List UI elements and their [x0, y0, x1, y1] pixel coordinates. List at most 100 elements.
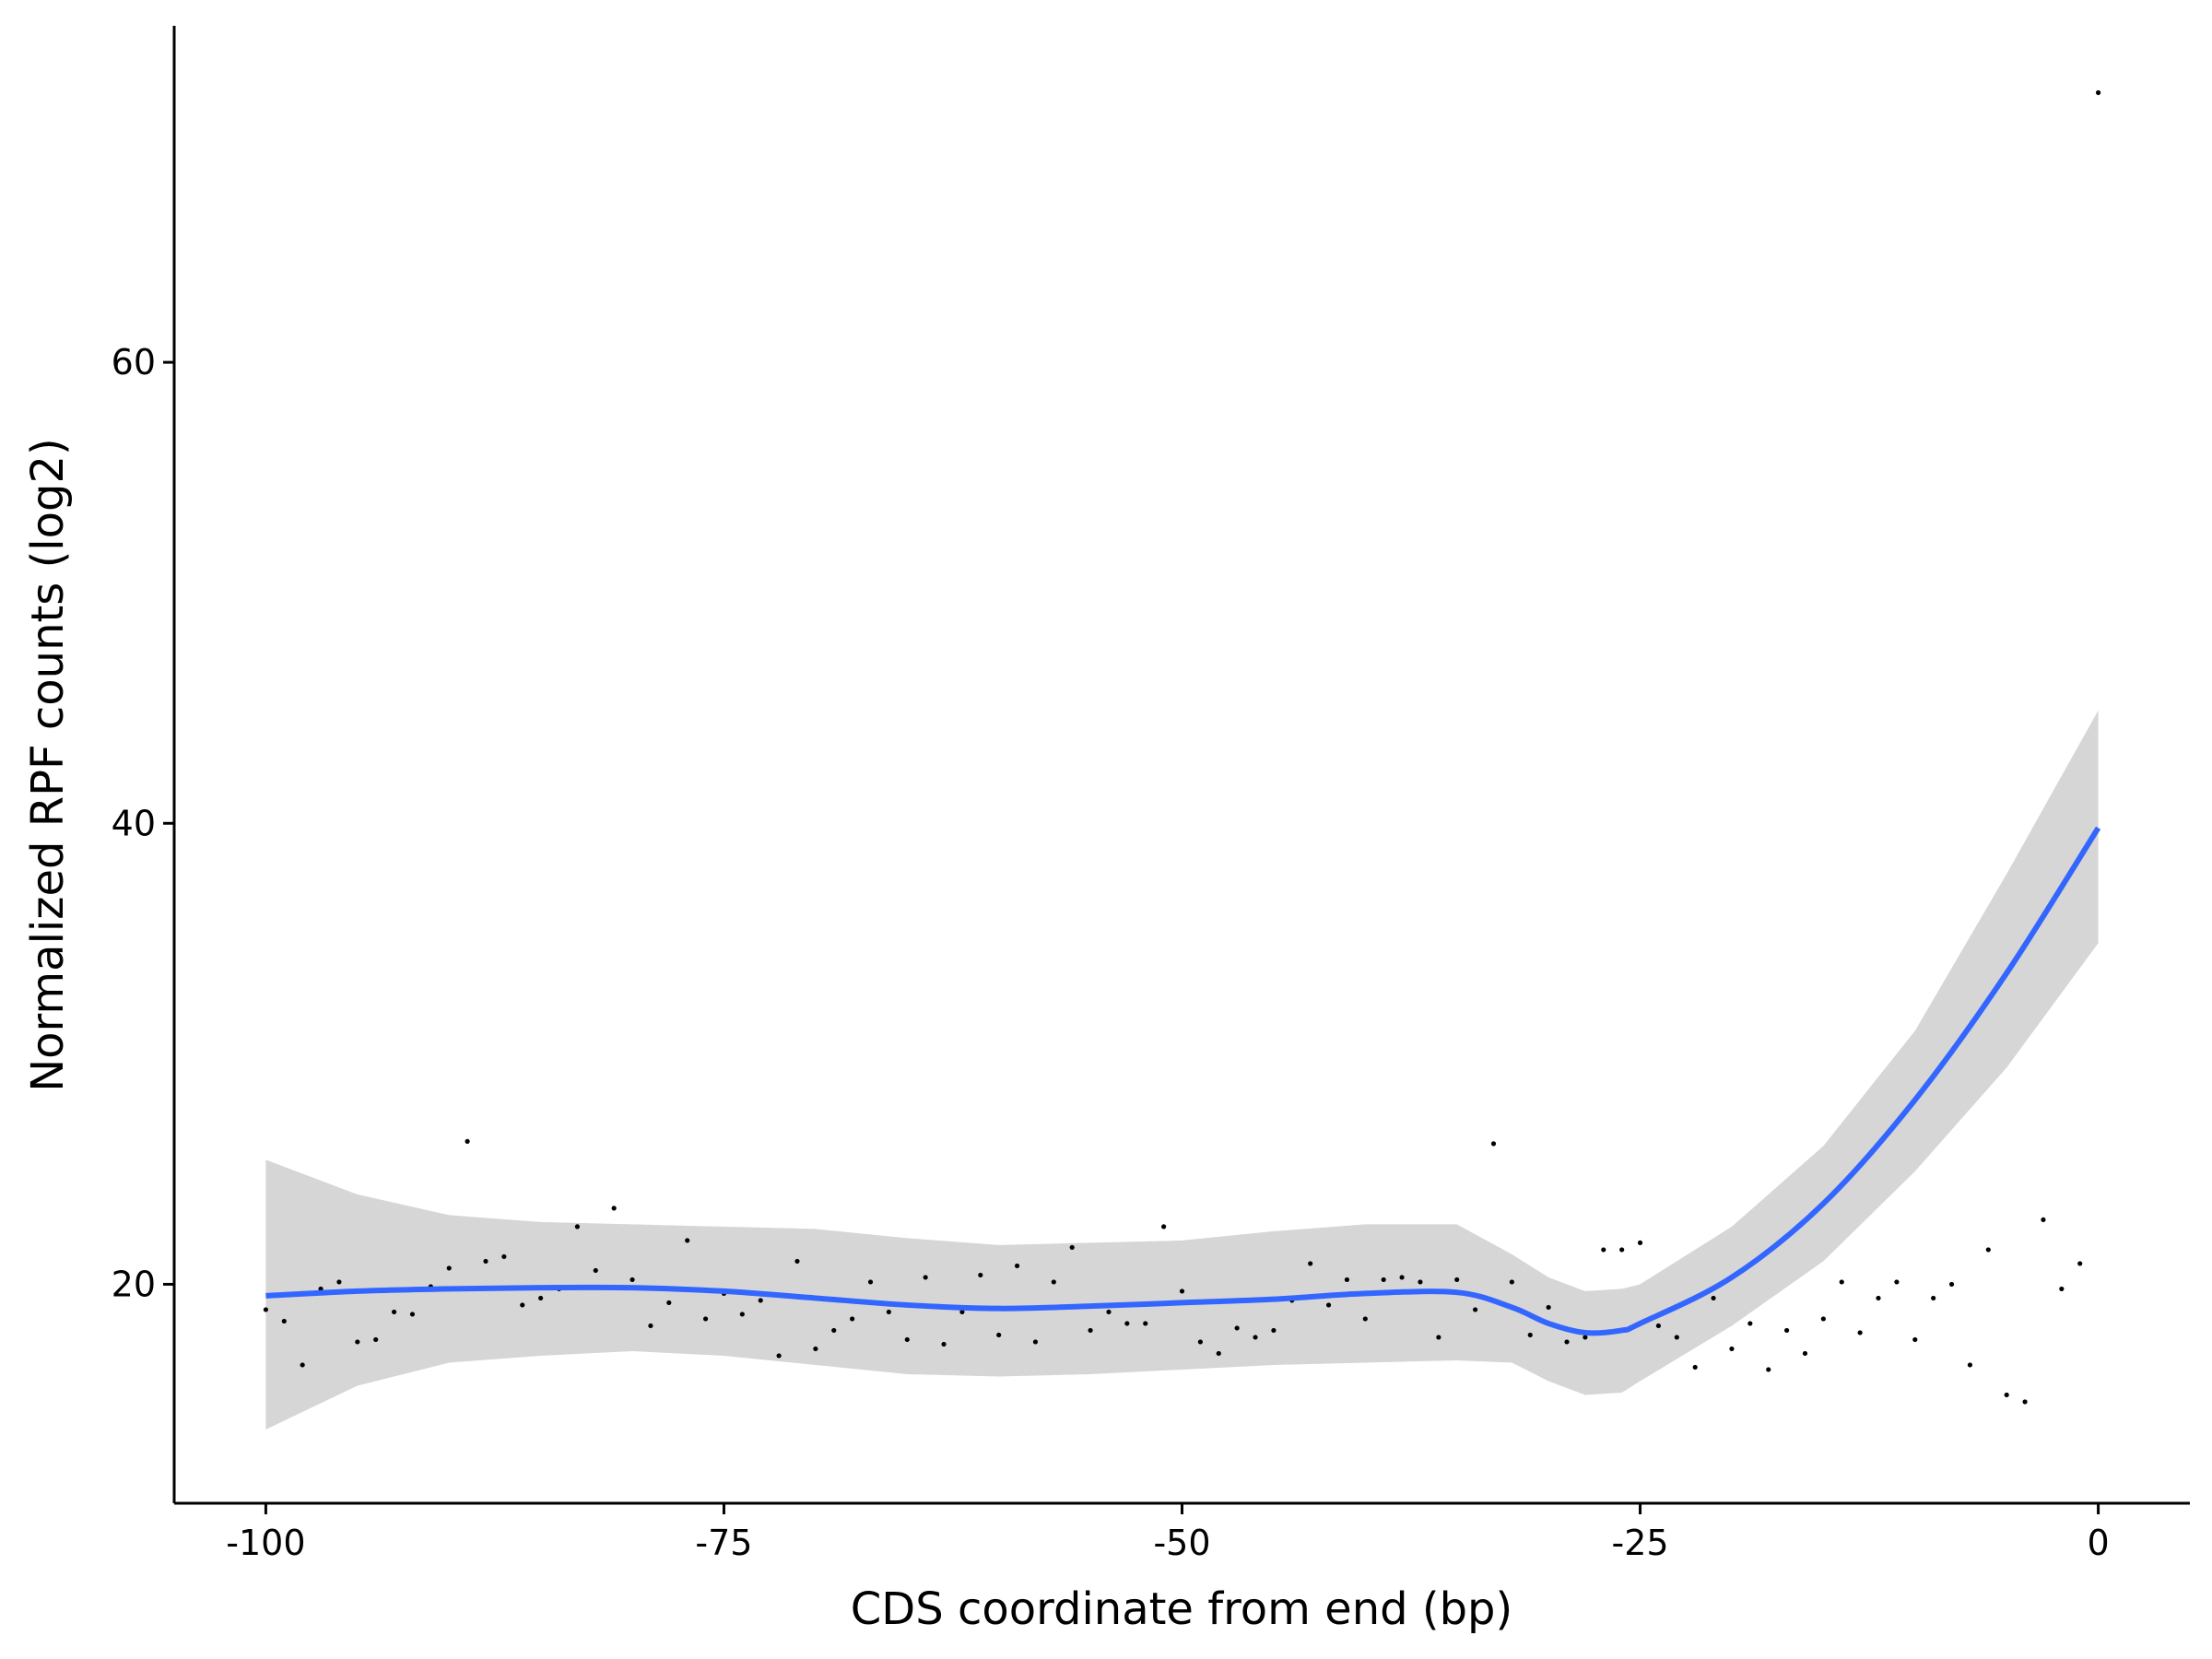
data-point: [1418, 1279, 1423, 1285]
data-point: [1711, 1295, 1716, 1301]
data-point: [1271, 1327, 1277, 1334]
data-point: [702, 1316, 709, 1322]
data-point: [1931, 1295, 1936, 1301]
data-point: [1802, 1350, 1808, 1357]
data-point: [739, 1312, 745, 1317]
data-point: [794, 1258, 800, 1265]
data-point: [300, 1362, 305, 1368]
data-point: [1637, 1240, 1643, 1246]
data-point: [1619, 1247, 1625, 1253]
data-point: [336, 1279, 342, 1285]
x-tick-label: 0: [2087, 1523, 2109, 1563]
data-point: [611, 1206, 617, 1211]
data-point: [501, 1253, 507, 1260]
data-point: [1161, 1224, 1167, 1230]
data-point: [831, 1327, 837, 1334]
smooth-line: [265, 826, 2101, 1336]
data-point: [666, 1300, 672, 1306]
data-point: [2077, 1261, 2083, 1266]
data-point: [2041, 1217, 2046, 1223]
data-point: [1344, 1277, 1350, 1283]
y-tick-label: 20: [112, 1264, 156, 1304]
data-point: [1381, 1277, 1386, 1283]
data-point: [538, 1295, 544, 1301]
confidence-band: [265, 710, 2099, 1430]
data-point: [263, 1307, 269, 1312]
x-tick-label: -75: [695, 1523, 752, 1563]
data-point: [1527, 1332, 1533, 1338]
data-point: [867, 1279, 874, 1285]
x-tick-label: -50: [1153, 1523, 1210, 1563]
data-point: [1509, 1279, 1514, 1285]
data-point: [2095, 89, 2101, 96]
data-point: [1692, 1364, 1698, 1371]
data-point: [1820, 1316, 1826, 1322]
data-point: [1399, 1275, 1405, 1280]
data-point: [1655, 1323, 1662, 1329]
data-point: [446, 1265, 452, 1271]
data-point: [629, 1277, 635, 1283]
data-point: [1839, 1279, 1844, 1285]
data-point: [959, 1309, 965, 1315]
data-point: [1747, 1321, 1753, 1326]
data-point: [758, 1298, 763, 1303]
data-point: [1253, 1335, 1258, 1340]
data-point: [1546, 1304, 1551, 1311]
data-point: [1876, 1295, 1881, 1301]
data-point: [904, 1336, 910, 1343]
data-point: [1912, 1336, 1918, 1343]
data-point: [574, 1224, 581, 1230]
data-point: [465, 1138, 470, 1144]
data-point: [1564, 1339, 1570, 1345]
data-point: [593, 1267, 598, 1274]
data-point: [1473, 1307, 1478, 1312]
data-point: [373, 1336, 379, 1343]
data-point: [941, 1341, 947, 1347]
data-point: [391, 1309, 397, 1315]
data-point: [1325, 1302, 1332, 1308]
data-point: [813, 1346, 818, 1352]
data-point: [1766, 1367, 1771, 1372]
data-point: [1784, 1327, 1790, 1334]
data-point: [1985, 1247, 1991, 1253]
data-point: [1069, 1244, 1075, 1251]
data-point: [1967, 1362, 1973, 1368]
y-tick-label: 40: [112, 803, 156, 843]
data-point: [923, 1275, 928, 1280]
y-axis-label: Normalized RPF counts (log2): [22, 438, 74, 1091]
x-tick-label: -100: [226, 1523, 305, 1563]
data-point: [1032, 1339, 1039, 1345]
data-point: [2004, 1392, 2009, 1398]
data-point: [1490, 1141, 1497, 1147]
data-point: [1308, 1261, 1313, 1266]
data-point: [409, 1312, 416, 1317]
data-point: [483, 1258, 488, 1265]
data-point: [355, 1339, 360, 1345]
data-point: [1601, 1247, 1606, 1253]
data-point: [648, 1323, 653, 1329]
x-tick-label: -25: [1612, 1523, 1669, 1563]
data-point: [1197, 1339, 1203, 1345]
data-point: [850, 1316, 855, 1322]
data-point: [1088, 1327, 1093, 1334]
data-point: [520, 1302, 525, 1308]
data-point: [1436, 1335, 1441, 1340]
data-point: [1143, 1321, 1148, 1326]
data-point: [886, 1309, 891, 1315]
data-point: [1454, 1277, 1460, 1283]
data-point: [1948, 1281, 1955, 1288]
data-point: [1583, 1335, 1588, 1340]
data-point: [1106, 1309, 1112, 1315]
data-point: [281, 1318, 287, 1324]
data-point: [1674, 1335, 1679, 1340]
data-point: [1234, 1325, 1240, 1331]
data-point: [776, 1353, 782, 1359]
data-point: [2059, 1286, 2065, 1292]
data-point: [2022, 1399, 2028, 1405]
data-point: [1894, 1279, 1900, 1285]
x-axis-label: CDS coordinate from end (bp): [851, 1583, 1513, 1635]
data-point: [1179, 1288, 1185, 1294]
data-point: [1051, 1279, 1056, 1285]
data-point: [1014, 1263, 1020, 1269]
